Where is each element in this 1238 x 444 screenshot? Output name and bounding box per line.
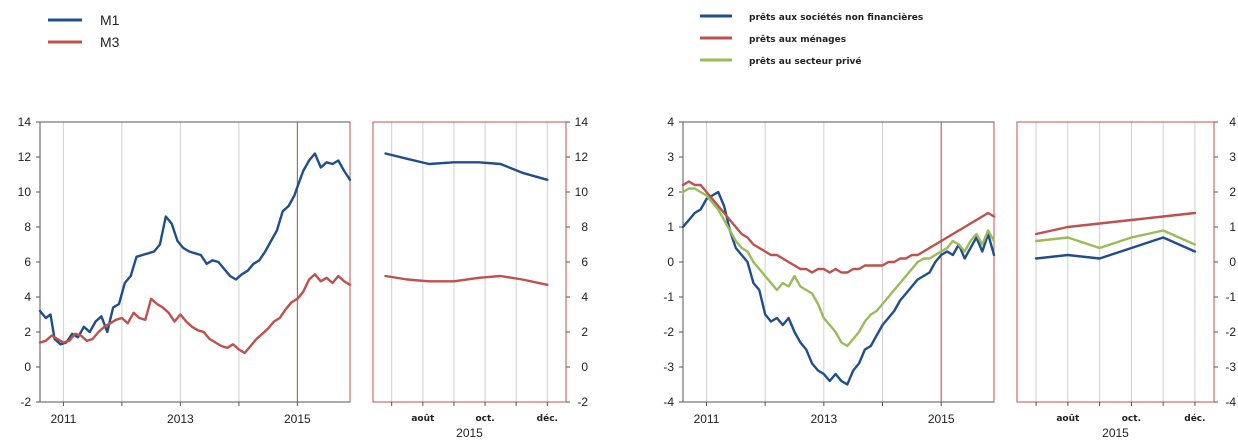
y-tick-label: -4 bbox=[663, 395, 674, 409]
x-tick-label: oct. bbox=[475, 414, 494, 424]
y-tick-label: 3 bbox=[1229, 150, 1236, 164]
plot-frame bbox=[682, 121, 995, 403]
x-tick-label: 2011 bbox=[694, 412, 720, 426]
y-tick-label: 8 bbox=[581, 220, 588, 234]
y-tick-label: 0 bbox=[667, 255, 674, 269]
y-tick-label: -2 bbox=[1225, 325, 1236, 339]
y-tick-label: 2 bbox=[581, 325, 588, 339]
x-tick-label: oct. bbox=[1122, 414, 1141, 424]
y-tick-label: 14 bbox=[18, 115, 32, 129]
y-tick-label: 4 bbox=[1229, 115, 1236, 129]
series-line-pr-ts-au-secteur-priv- bbox=[1034, 229, 1197, 250]
y-tick-label: 6 bbox=[581, 255, 588, 269]
y-tick-label: 0 bbox=[24, 360, 31, 374]
y-tick-label: 0 bbox=[581, 360, 588, 374]
x-year-label: 2015 bbox=[456, 426, 483, 440]
x-tick-label: 2013 bbox=[810, 412, 837, 426]
chart-left-long: -2 0 2 4 6 8 10 12 14 2011 2013 2015 bbox=[18, 115, 352, 426]
y-tick-label: 2 bbox=[24, 325, 31, 339]
series-line-pr-ts-aux-soci-t-s-non-financi-res bbox=[1034, 236, 1197, 260]
chart-right-long: -4 -3 -2 -1 0 1 2 3 4 2011 2013 2015 bbox=[663, 115, 996, 426]
y-tick-label: 6 bbox=[24, 255, 31, 269]
series-line-m1 bbox=[384, 152, 549, 182]
series-line-pr-ts-aux-m-nages bbox=[1034, 211, 1197, 236]
chart-left-zoom: -2 0 2 4 6 8 10 12 14 août oct. déc. 2015 bbox=[372, 115, 589, 440]
y-tick-label: 1 bbox=[1229, 220, 1236, 234]
y-tick-label: 4 bbox=[581, 290, 588, 304]
x-tick-label: 2011 bbox=[50, 412, 76, 426]
y-tick-label: -4 bbox=[1225, 395, 1236, 409]
y-tick-label: 0 bbox=[1229, 255, 1236, 269]
y-tick-label: 12 bbox=[18, 150, 32, 164]
y-tick-label: -3 bbox=[1225, 360, 1236, 374]
y-tick-label: 10 bbox=[575, 185, 589, 199]
y-tick-label: 2 bbox=[1229, 185, 1236, 199]
legend-label: M3 bbox=[100, 34, 120, 50]
legend-label: prêts aux sociétés non financières bbox=[749, 12, 923, 23]
y-tick-label: -2 bbox=[663, 325, 674, 339]
x-tick-label: 2015 bbox=[284, 412, 311, 426]
y-tick-label: 2 bbox=[667, 185, 674, 199]
x-tick-label: déc. bbox=[537, 413, 558, 424]
x-tick-label: août bbox=[1056, 414, 1080, 424]
plot-frame bbox=[1016, 121, 1215, 403]
y-tick-label: -3 bbox=[663, 360, 674, 374]
y-tick-label: 14 bbox=[575, 115, 589, 129]
series-line-pr-ts-aux-soci-t-s-non-financi-res bbox=[681, 190, 996, 386]
series-line-m3 bbox=[384, 274, 549, 286]
zoom-frame bbox=[1016, 121, 1215, 403]
x-tick-label: 2013 bbox=[167, 412, 194, 426]
series-line-m1 bbox=[38, 152, 352, 346]
y-tick-label: 3 bbox=[667, 150, 674, 164]
zoom-frame bbox=[372, 121, 567, 403]
y-tick-label: -1 bbox=[1225, 290, 1236, 304]
plot-frame bbox=[372, 121, 567, 403]
y-tick-label: 4 bbox=[667, 115, 674, 129]
series-line-m3 bbox=[38, 273, 352, 355]
legend-label: prêts aux ménages bbox=[749, 34, 846, 45]
y-tick-label: -1 bbox=[663, 290, 674, 304]
x-year-label: 2015 bbox=[1102, 426, 1129, 440]
y-tick-label: 4 bbox=[24, 290, 31, 304]
x-tick-label: déc. bbox=[1184, 413, 1205, 424]
chart-right-zoom: -4 -3 -2 -1 0 1 2 3 4 août oct. déc. 2015 bbox=[1016, 115, 1236, 440]
y-tick-label: 1 bbox=[667, 220, 674, 234]
y-tick-label: -2 bbox=[20, 395, 31, 409]
series-line-pr-ts-aux-m-nages bbox=[681, 180, 996, 274]
y-tick-label: 8 bbox=[24, 220, 31, 234]
legend-label: M1 bbox=[100, 12, 120, 28]
y-tick-label: 10 bbox=[18, 185, 32, 199]
legend-label: prêts au secteur privé bbox=[749, 56, 862, 67]
x-tick-label: août bbox=[411, 414, 435, 424]
series-line-pr-ts-au-secteur-priv- bbox=[681, 187, 996, 348]
plot-frame bbox=[39, 121, 351, 403]
x-tick-label: 2015 bbox=[928, 412, 955, 426]
y-tick-label: -2 bbox=[577, 395, 588, 409]
legend-right: prêts aux sociétés non financières prêts … bbox=[700, 12, 923, 67]
y-tick-label: 12 bbox=[575, 150, 589, 164]
